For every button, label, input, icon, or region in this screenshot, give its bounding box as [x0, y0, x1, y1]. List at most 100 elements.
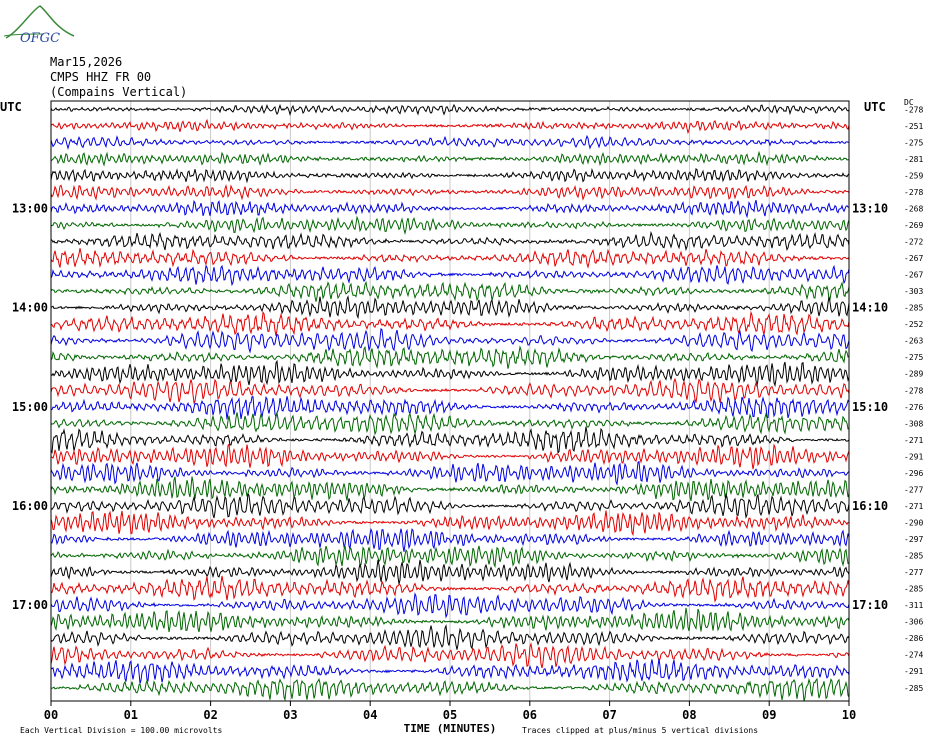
dc-offset-label: -291 — [904, 667, 923, 676]
seismic-trace — [50, 677, 850, 702]
dc-offset-label: -291 — [904, 452, 923, 461]
seismic-trace — [50, 510, 850, 537]
clip-note: Traces clipped at plus/minus 5 vertical … — [522, 726, 758, 735]
station-name: CMPS HHZ FR 00 — [50, 70, 152, 84]
station-location: (Compains Vertical) — [50, 85, 188, 99]
seismic-trace — [50, 443, 850, 470]
dc-offset-label: -296 — [904, 469, 923, 478]
dc-offset-label: -303 — [904, 287, 923, 296]
seismic-trace — [50, 642, 850, 669]
dc-offset-label: -308 — [904, 419, 923, 428]
x-tick-label: 03 — [283, 708, 297, 722]
seismic-trace — [50, 607, 850, 633]
hour-label-left: 17:00 — [12, 598, 48, 612]
dc-offset-label: -268 — [904, 204, 923, 213]
x-tick-label: 04 — [363, 708, 377, 722]
seismic-trace — [50, 460, 850, 486]
seismic-trace — [50, 134, 849, 151]
dc-offset-label: -278 — [904, 188, 923, 197]
dc-offset-label: -277 — [904, 568, 923, 577]
x-tick-label: 06 — [523, 708, 537, 722]
dc-offset-label: -269 — [904, 221, 923, 230]
seismic-trace — [50, 264, 850, 287]
dc-offset-label: -306 — [904, 618, 923, 627]
seismic-trace — [50, 294, 850, 320]
hour-label-left: 13:00 — [12, 201, 48, 215]
x-tick-label: 09 — [762, 708, 776, 722]
dc-offset-label: -290 — [904, 518, 923, 527]
dc-offset-label: -278 — [904, 386, 923, 395]
dc-offset-label: -278 — [904, 105, 923, 114]
dc-offset-label: -276 — [904, 403, 923, 412]
seismic-trace — [50, 575, 850, 603]
dc-offset-label: -285 — [904, 585, 923, 594]
axis-labels: UTC UTC DC 13:00 14:00 15:00 16:00 17:00 13:10 14… — [0, 98, 923, 735]
dc-offset-label: -285 — [904, 684, 923, 693]
seismic-trace — [50, 103, 850, 116]
x-tick-label: 10 — [842, 708, 856, 722]
logo-text: OFGC — [20, 31, 60, 46]
dc-offset-label: -311 — [904, 601, 923, 610]
hour-label-left: 14:00 — [12, 301, 48, 315]
dc-label: DC — [904, 98, 914, 107]
dc-offset-label: -259 — [904, 171, 923, 180]
ofgc-logo: OFGC — [3, 5, 75, 46]
utc-label-right: UTC — [864, 100, 886, 114]
plot-grid — [130, 101, 770, 701]
x-tick-label: 02 — [203, 708, 217, 722]
utc-label-left: UTC — [0, 100, 22, 114]
seismic-trace — [50, 183, 850, 201]
dc-offset-label: -267 — [904, 271, 923, 280]
seismic-trace — [50, 215, 850, 236]
seismic-traces — [50, 103, 850, 702]
seismic-trace — [50, 559, 850, 585]
seismic-trace — [50, 426, 850, 454]
dc-offset-label: -263 — [904, 337, 923, 346]
x-tick-label: 05 — [443, 708, 457, 722]
seismic-trace — [50, 118, 850, 135]
plot-frame — [50, 100, 850, 702]
seismic-trace — [50, 545, 850, 569]
seismic-trace — [50, 248, 850, 269]
hour-label-left: 16:00 — [12, 499, 48, 513]
dc-offset-label: -285 — [904, 304, 923, 313]
hour-label-right: 13:10 — [852, 201, 888, 215]
scale-note: Each Vertical Division = 100.00 microvol… — [20, 726, 222, 735]
x-tick-label: 01 — [124, 708, 138, 722]
plot-date: Mar15,2026 — [50, 55, 123, 69]
x-tick-label: 08 — [682, 708, 696, 722]
dc-offset-label: -267 — [904, 254, 923, 263]
x-tick-label: 07 — [602, 708, 616, 722]
dc-offset-label: -271 — [904, 436, 923, 445]
hour-label-right: 14:10 — [852, 301, 888, 315]
seismic-trace — [50, 658, 850, 684]
dc-offset-label: -297 — [904, 535, 923, 544]
seismic-trace — [50, 623, 850, 650]
seismic-trace — [50, 377, 850, 405]
seismic-trace — [50, 527, 850, 552]
dc-offset-label: -275 — [904, 138, 923, 147]
dc-offset-label: -275 — [904, 353, 923, 362]
hour-label-right: 16:10 — [852, 499, 888, 513]
x-axis-label: TIME (MINUTES) — [404, 722, 497, 735]
seismic-trace — [50, 327, 850, 354]
dc-offset-label: -252 — [904, 320, 923, 329]
dc-offset-label: -289 — [904, 370, 923, 379]
x-tick-label: 00 — [44, 708, 58, 722]
dc-offset-label: -272 — [904, 237, 923, 246]
seismic-trace — [50, 476, 850, 502]
seismic-trace — [50, 230, 850, 252]
dc-offset-label: -285 — [904, 552, 923, 561]
seismic-trace — [50, 199, 850, 219]
seismic-trace — [50, 167, 850, 184]
dc-offset-label: -271 — [904, 502, 923, 511]
dc-offset-label: -274 — [904, 651, 923, 660]
hour-label-left: 15:00 — [12, 400, 48, 414]
dc-offset-label: -251 — [904, 122, 923, 131]
seismic-trace — [50, 150, 849, 167]
seismic-trace — [50, 345, 850, 369]
seismic-trace — [50, 396, 850, 420]
seismic-trace — [50, 310, 850, 336]
